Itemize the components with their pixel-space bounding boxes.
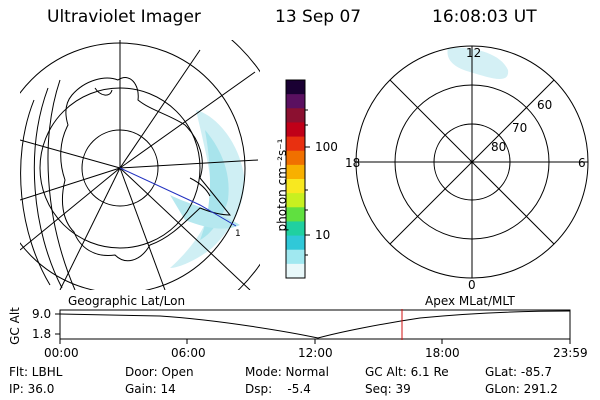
apex-section-title: Apex MLat/MLT [425,294,515,308]
mlt-label-6: 6 [578,156,586,170]
mlat-label-60: 60 [537,98,553,112]
timeline-axis-label: GC Alt [8,307,22,345]
colorbar-unit-label: photon cm⁻²s⁻¹ [275,138,289,232]
colorbar-cell [286,249,305,265]
colorbar-cell [286,221,305,237]
status-glat: GLat: -85.7 [485,365,552,379]
map-station-marker: 1 [235,229,241,239]
timeline-ytick-high: 9.0 [32,307,52,321]
instrument-title: Ultraviolet Imager [47,7,201,27]
status-gain: Gain: 14 [125,382,176,396]
geographic-section-title: Geographic Lat/Lon [68,294,186,308]
status-glon: GLon: 291.2 [485,382,558,396]
status-door: Door: Open [125,365,194,379]
mlt-aurora-emission [447,47,509,79]
colorbar-cell [286,122,305,138]
colorbar-cell [286,164,305,180]
colorbar-cell [286,150,305,166]
colorbar-cell [286,193,305,208]
mlat-label-70: 70 [512,121,528,135]
mlt-label-0: 0 [468,278,476,292]
timeline-xtick: 12:00 [298,346,333,360]
colorbar-cell [286,179,305,194]
status-ip: IP: 36.0 [9,382,55,396]
colorbar-cell [286,80,305,95]
timeline-xtick: 23:59 [553,346,588,360]
timeline-xtick: 18:00 [425,346,460,360]
status-dsp: Dsp: -5.4 [245,382,311,396]
altitude-timeline [55,309,571,344]
aurora-emission [170,110,245,268]
colorbar-tick-100: 100 [315,140,338,154]
geographic-map [20,40,260,290]
image-date: 13 Sep 07 [275,7,362,27]
timeline-ytick-low: 1.8 [32,327,52,341]
colorbar-cell [286,207,305,222]
colorbar-cell [286,136,305,152]
colorbar-cell [286,94,305,109]
colorbar-cell [286,235,305,251]
timeline-xtick: 00:00 [44,346,79,360]
colorbar [285,79,310,279]
colorbar-cell [286,108,305,123]
status-gc-alt: GC Alt: 6.1 Re [365,365,449,379]
status-filter: Flt: LBHL [9,365,63,379]
mlt-label-12: 12 [466,46,482,60]
magnetic-map [355,45,589,279]
colorbar-tick-10: 10 [315,228,331,242]
mlt-label-18: 18 [345,156,361,170]
mlat-label-80: 80 [491,140,507,154]
status-seq: Seq: 39 [365,382,411,396]
colorbar-cell [286,263,305,279]
timeline-xtick: 06:00 [171,346,206,360]
status-mode: Mode: Normal [245,365,329,379]
image-time: 16:08:03 UT [432,7,537,27]
